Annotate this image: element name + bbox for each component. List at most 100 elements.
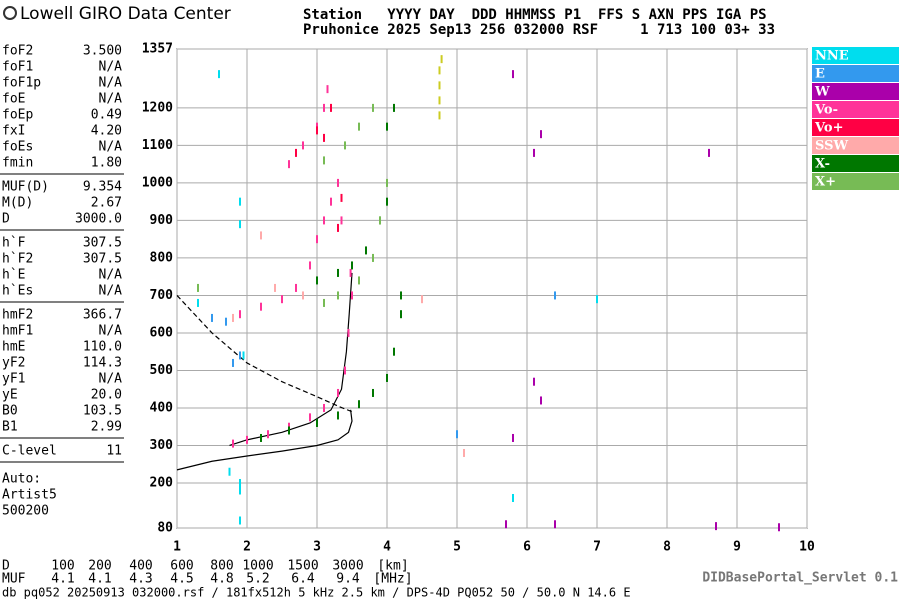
legend-label: X+ [815, 175, 836, 190]
echo [337, 291, 339, 300]
echo [372, 103, 374, 112]
param-name: MUF(D) [2, 180, 49, 195]
echo [260, 433, 262, 442]
logo: Lowell GIRO Data Center [20, 4, 231, 24]
legend-swatch [812, 47, 899, 64]
echo [337, 223, 339, 232]
echo [554, 291, 556, 300]
legend-label: Vo+ [814, 121, 843, 136]
y-tick-label: 600 [150, 325, 174, 340]
echo [239, 310, 241, 319]
echo [400, 291, 402, 300]
profile-line [229, 272, 353, 447]
echo [295, 148, 297, 157]
echo [281, 295, 283, 304]
echo [239, 351, 241, 360]
param-name: yF2 [2, 356, 25, 371]
echo [438, 111, 441, 120]
param-name: C-level [2, 444, 57, 459]
legend-swatch [812, 83, 899, 100]
muf-label: MUF [2, 572, 26, 587]
d-value: 600 [170, 559, 193, 574]
echo [225, 317, 227, 326]
footer: db pq052 20250913 032000.rsf / 181fx512h… [2, 586, 631, 600]
d-value: [km] [377, 559, 408, 574]
legend-swatch [812, 155, 899, 172]
echo [246, 435, 248, 444]
d-label: D [2, 559, 10, 574]
echo [239, 197, 241, 206]
legend-swatch [812, 101, 899, 118]
param-name: h`F2 [2, 252, 33, 267]
muf-value: 4.3 [129, 572, 152, 587]
echo [326, 85, 329, 94]
echo [463, 448, 465, 457]
param-name: h`F [2, 236, 26, 251]
echo [358, 276, 360, 285]
y-tick-label: 1000 [142, 175, 173, 190]
echo [400, 310, 402, 319]
echo [330, 197, 332, 206]
echo [302, 291, 304, 300]
echo [330, 103, 332, 112]
echo [242, 351, 245, 360]
echo [239, 516, 241, 525]
x-tick-label: 6 [523, 540, 531, 555]
x-tick-label: 2 [243, 540, 251, 555]
y-tick-label: 900 [150, 213, 174, 228]
x-tick-label: 10 [799, 540, 815, 555]
echo [349, 268, 352, 277]
muf-value: [MHz] [373, 572, 412, 587]
echo [309, 261, 311, 270]
echo [344, 141, 346, 150]
param-name: foF1p [2, 76, 41, 91]
echo [386, 122, 388, 131]
echo [540, 396, 542, 405]
servlet: DIDBasePortal_Servlet 0.1 [702, 571, 898, 586]
x-tick-label: 1 [173, 540, 181, 555]
legend-swatch [812, 137, 899, 154]
muf-value: 5.2 [246, 572, 269, 587]
header-line: Station YYYY DAY DDD HHMMSS P1 FFS S AXN… [303, 7, 767, 23]
echo [340, 193, 343, 202]
note: Artist5 [2, 488, 57, 503]
d-value: 1500 [287, 559, 318, 574]
param-value: 307.5 [83, 236, 122, 251]
echo [512, 493, 514, 502]
param-name: M(D) [2, 196, 33, 211]
echo [302, 141, 304, 150]
echo [393, 103, 395, 112]
plot-frame [176, 48, 808, 529]
echo [351, 261, 353, 270]
echo [340, 216, 343, 225]
param-value: N/A [99, 372, 123, 387]
y-tick-label: 300 [150, 438, 174, 453]
echo [323, 156, 325, 165]
echo [316, 235, 318, 244]
echo [197, 283, 199, 292]
legend-label: W [814, 85, 830, 100]
x-tick-label: 8 [663, 540, 671, 555]
param-value: 3.500 [83, 44, 122, 59]
param-name: fmin [2, 156, 33, 171]
echo [323, 216, 325, 225]
x-tick-label: 4 [383, 540, 391, 555]
y-tick-label: 1200 [142, 100, 173, 115]
echo [337, 268, 339, 277]
echo [386, 373, 388, 382]
echo [512, 70, 514, 79]
echo [260, 231, 262, 240]
echo [288, 160, 290, 169]
param-value: N/A [99, 284, 123, 299]
param-name: hmE [2, 340, 25, 355]
echo [288, 426, 290, 435]
param-name: foEs [2, 140, 33, 155]
echo [540, 130, 542, 139]
echo [295, 283, 297, 292]
y-tick-label: 400 [150, 400, 174, 415]
x-tick-label: 9 [733, 540, 741, 555]
param-name: h`Es [2, 284, 33, 299]
echo [239, 486, 241, 495]
muf-value: 4.1 [51, 572, 74, 587]
echo [323, 103, 325, 112]
